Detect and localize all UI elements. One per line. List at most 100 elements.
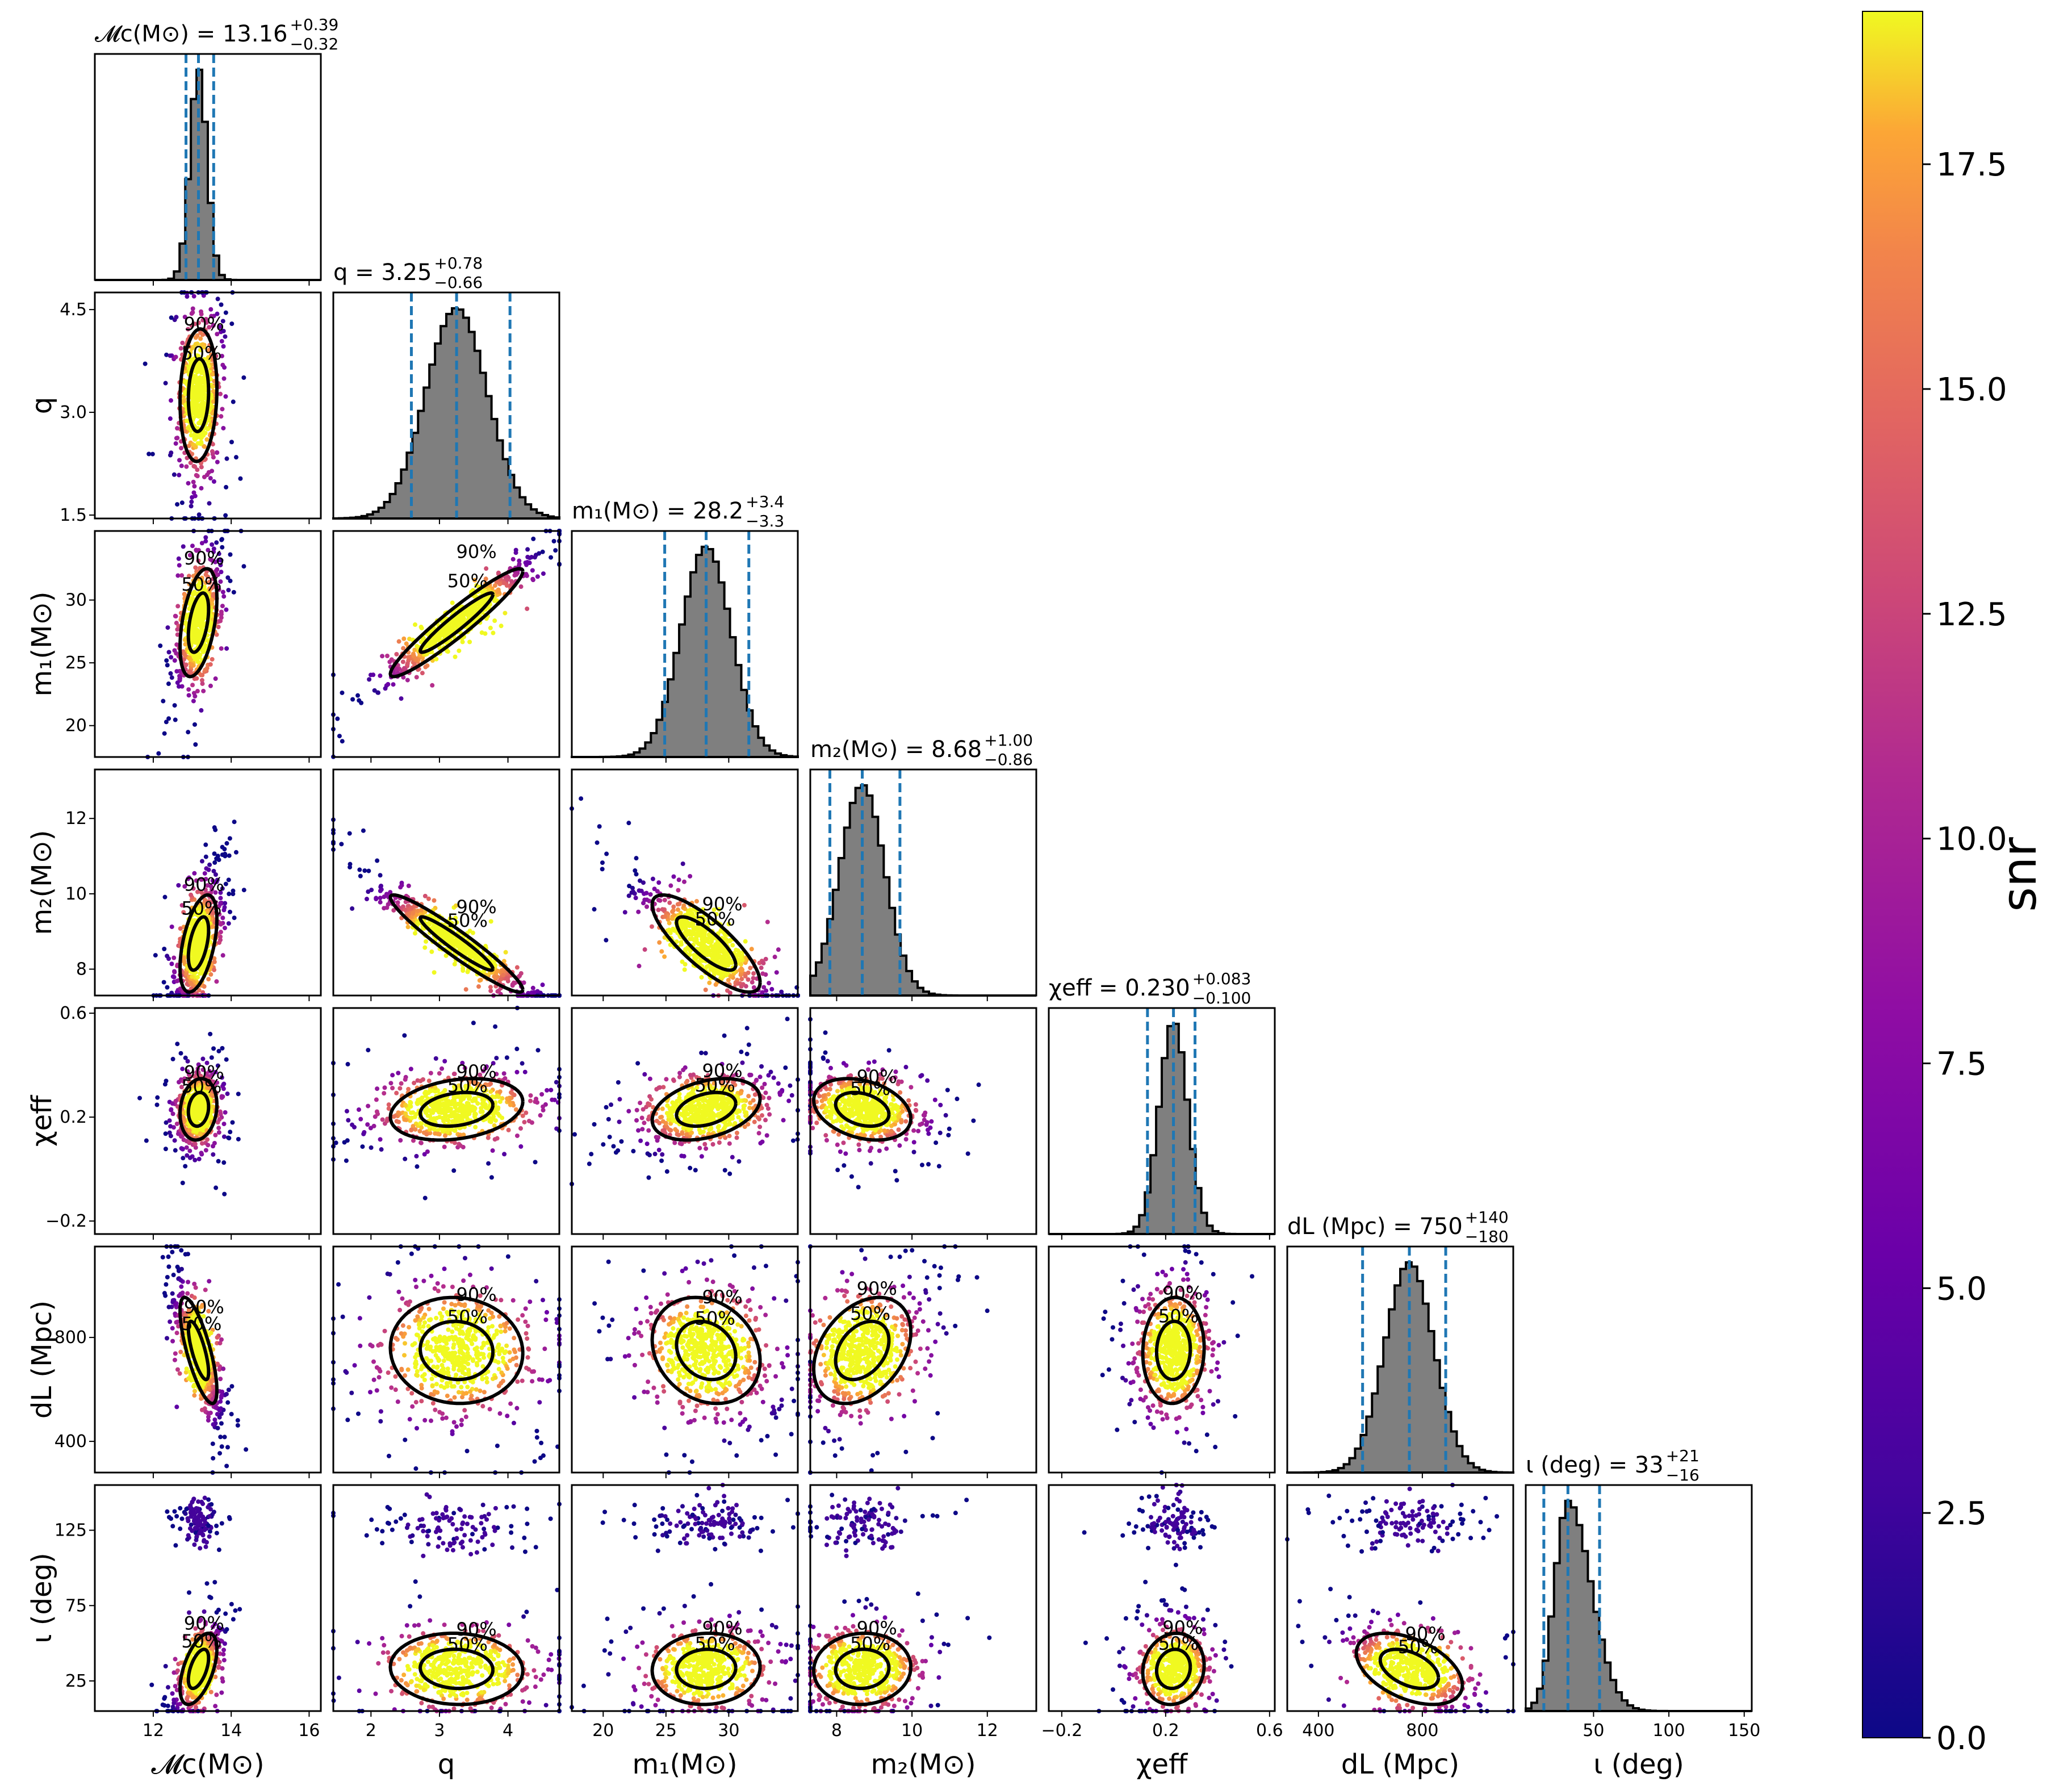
scatter-point bbox=[232, 819, 237, 825]
scatter-point bbox=[662, 954, 667, 959]
scatter-point bbox=[175, 604, 181, 609]
scatter-point bbox=[193, 742, 198, 747]
scatter-point bbox=[359, 700, 364, 705]
scatter-point bbox=[412, 647, 417, 653]
scatter-point bbox=[222, 905, 227, 910]
scatter-point bbox=[218, 922, 223, 927]
scatter-point bbox=[199, 465, 204, 470]
scatter-point bbox=[196, 951, 202, 956]
scatter-point bbox=[238, 476, 243, 481]
scatter-point bbox=[671, 904, 676, 909]
scatter-point bbox=[171, 969, 177, 974]
scatter-point bbox=[183, 620, 189, 625]
panel-m1-m1: m₁(M⊙) = 28.2 +3.4−3.3 bbox=[571, 492, 799, 763]
scatter-point bbox=[668, 883, 673, 888]
scatter-point bbox=[210, 372, 215, 377]
scatter-point bbox=[201, 430, 206, 435]
scatter-point bbox=[442, 1144, 447, 1149]
scatter-point bbox=[195, 689, 200, 694]
histogram-q bbox=[332, 307, 560, 520]
scatter-point bbox=[196, 1156, 202, 1161]
scatter-point bbox=[187, 655, 192, 660]
scatter-point bbox=[503, 610, 508, 616]
title-q: q = 3.25 bbox=[333, 260, 432, 286]
scatter-point bbox=[211, 1152, 216, 1157]
scatter-point bbox=[221, 425, 226, 430]
contour-label: 90% bbox=[457, 541, 497, 563]
scatter-point bbox=[216, 1126, 221, 1131]
scatter-point bbox=[415, 1164, 420, 1169]
y-tick-label: 20 bbox=[65, 716, 87, 736]
scatter-point bbox=[195, 656, 200, 661]
scatter-point bbox=[422, 893, 428, 898]
scatter-point bbox=[156, 751, 161, 756]
scatter-point bbox=[391, 682, 396, 687]
panel-frame bbox=[332, 291, 560, 520]
scatter-point bbox=[210, 442, 215, 447]
scatter-point bbox=[166, 681, 171, 687]
scatter-point bbox=[191, 479, 196, 484]
scatter-point bbox=[405, 661, 410, 666]
scatter-point bbox=[200, 342, 205, 347]
scatter-point bbox=[183, 379, 188, 384]
scatter-point bbox=[200, 599, 206, 604]
scatter-point bbox=[639, 888, 644, 893]
scatter-point bbox=[208, 683, 213, 688]
scatter-point bbox=[694, 940, 700, 945]
scatter-point bbox=[228, 578, 233, 583]
scatter-point bbox=[169, 961, 174, 967]
scatter-point bbox=[432, 898, 437, 903]
scatter-point bbox=[433, 925, 438, 930]
scatter-point bbox=[223, 513, 228, 518]
scatter-point bbox=[396, 1119, 401, 1124]
scatter-point bbox=[456, 621, 461, 626]
scatter-point bbox=[525, 606, 530, 611]
scatter-point bbox=[380, 654, 385, 659]
scatter-point bbox=[622, 910, 627, 915]
scatter-point bbox=[200, 940, 205, 945]
scatter-point bbox=[198, 419, 203, 424]
scatter-point bbox=[189, 504, 194, 509]
scatter-point bbox=[499, 624, 504, 629]
scatter-point bbox=[463, 987, 468, 992]
scatter-point bbox=[441, 933, 446, 938]
scatter-point bbox=[199, 677, 204, 683]
scatter-point bbox=[491, 630, 496, 635]
scatter-point bbox=[203, 1148, 208, 1153]
scatter-point bbox=[173, 613, 178, 618]
scatter-point bbox=[634, 872, 639, 877]
scatter-point bbox=[179, 573, 185, 578]
y-tick-label: 30 bbox=[65, 591, 87, 610]
scatter-point bbox=[218, 391, 223, 396]
scatter-point bbox=[204, 437, 210, 442]
scatter-point bbox=[180, 1181, 185, 1186]
scatter-point bbox=[226, 588, 231, 593]
scatter-point bbox=[191, 961, 196, 967]
scatter-point bbox=[200, 681, 205, 686]
scatter-point bbox=[636, 909, 641, 914]
panel-frame bbox=[94, 53, 322, 281]
scatter-point bbox=[386, 1102, 391, 1107]
scatter-point bbox=[656, 907, 661, 913]
scatter-point bbox=[387, 659, 392, 664]
scatter-point bbox=[388, 1081, 394, 1086]
y-axis-label-q: q bbox=[26, 397, 58, 414]
scatter-point bbox=[208, 1031, 213, 1036]
scatter-point bbox=[194, 622, 199, 628]
scatter-point bbox=[685, 931, 690, 936]
scatter-point bbox=[221, 1160, 227, 1165]
scatter-point bbox=[211, 399, 216, 404]
scatter-point bbox=[335, 716, 340, 721]
title-minus-Mc: −0.32 bbox=[290, 35, 339, 53]
scatter-point bbox=[192, 407, 198, 412]
scatter-point bbox=[216, 858, 221, 863]
scatter-point bbox=[525, 547, 530, 552]
scatter-point bbox=[350, 697, 355, 702]
scatter-point bbox=[194, 934, 199, 939]
scatter-point bbox=[229, 440, 234, 445]
scatter-point bbox=[228, 552, 233, 557]
scatter-point bbox=[739, 968, 744, 973]
scatter-point bbox=[211, 455, 216, 460]
y-axis-label-m2: m₂(M⊙) bbox=[26, 830, 58, 935]
scatter-point bbox=[398, 885, 403, 890]
